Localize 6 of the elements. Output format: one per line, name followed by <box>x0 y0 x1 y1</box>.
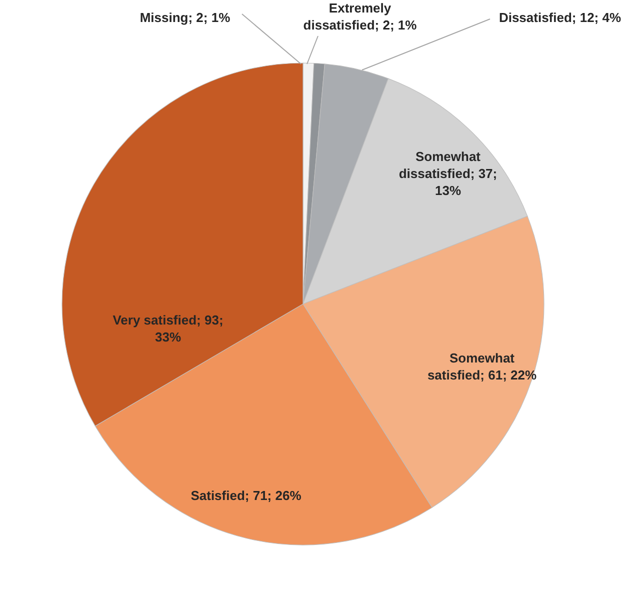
slice-label: Missing; 2; 1% <box>140 10 231 26</box>
slice-label: Dissatisfied; 12; 4% <box>498 10 622 26</box>
slice-label: Satisfied; 71; 26% <box>190 488 302 504</box>
slice-label: Extremely dissatisfied; 2; 1% <box>303 0 418 33</box>
slice-label: Somewhat dissatisfied; 37; 13% <box>398 149 498 198</box>
slice-label: Very satisfied; 93; 33% <box>112 312 224 345</box>
